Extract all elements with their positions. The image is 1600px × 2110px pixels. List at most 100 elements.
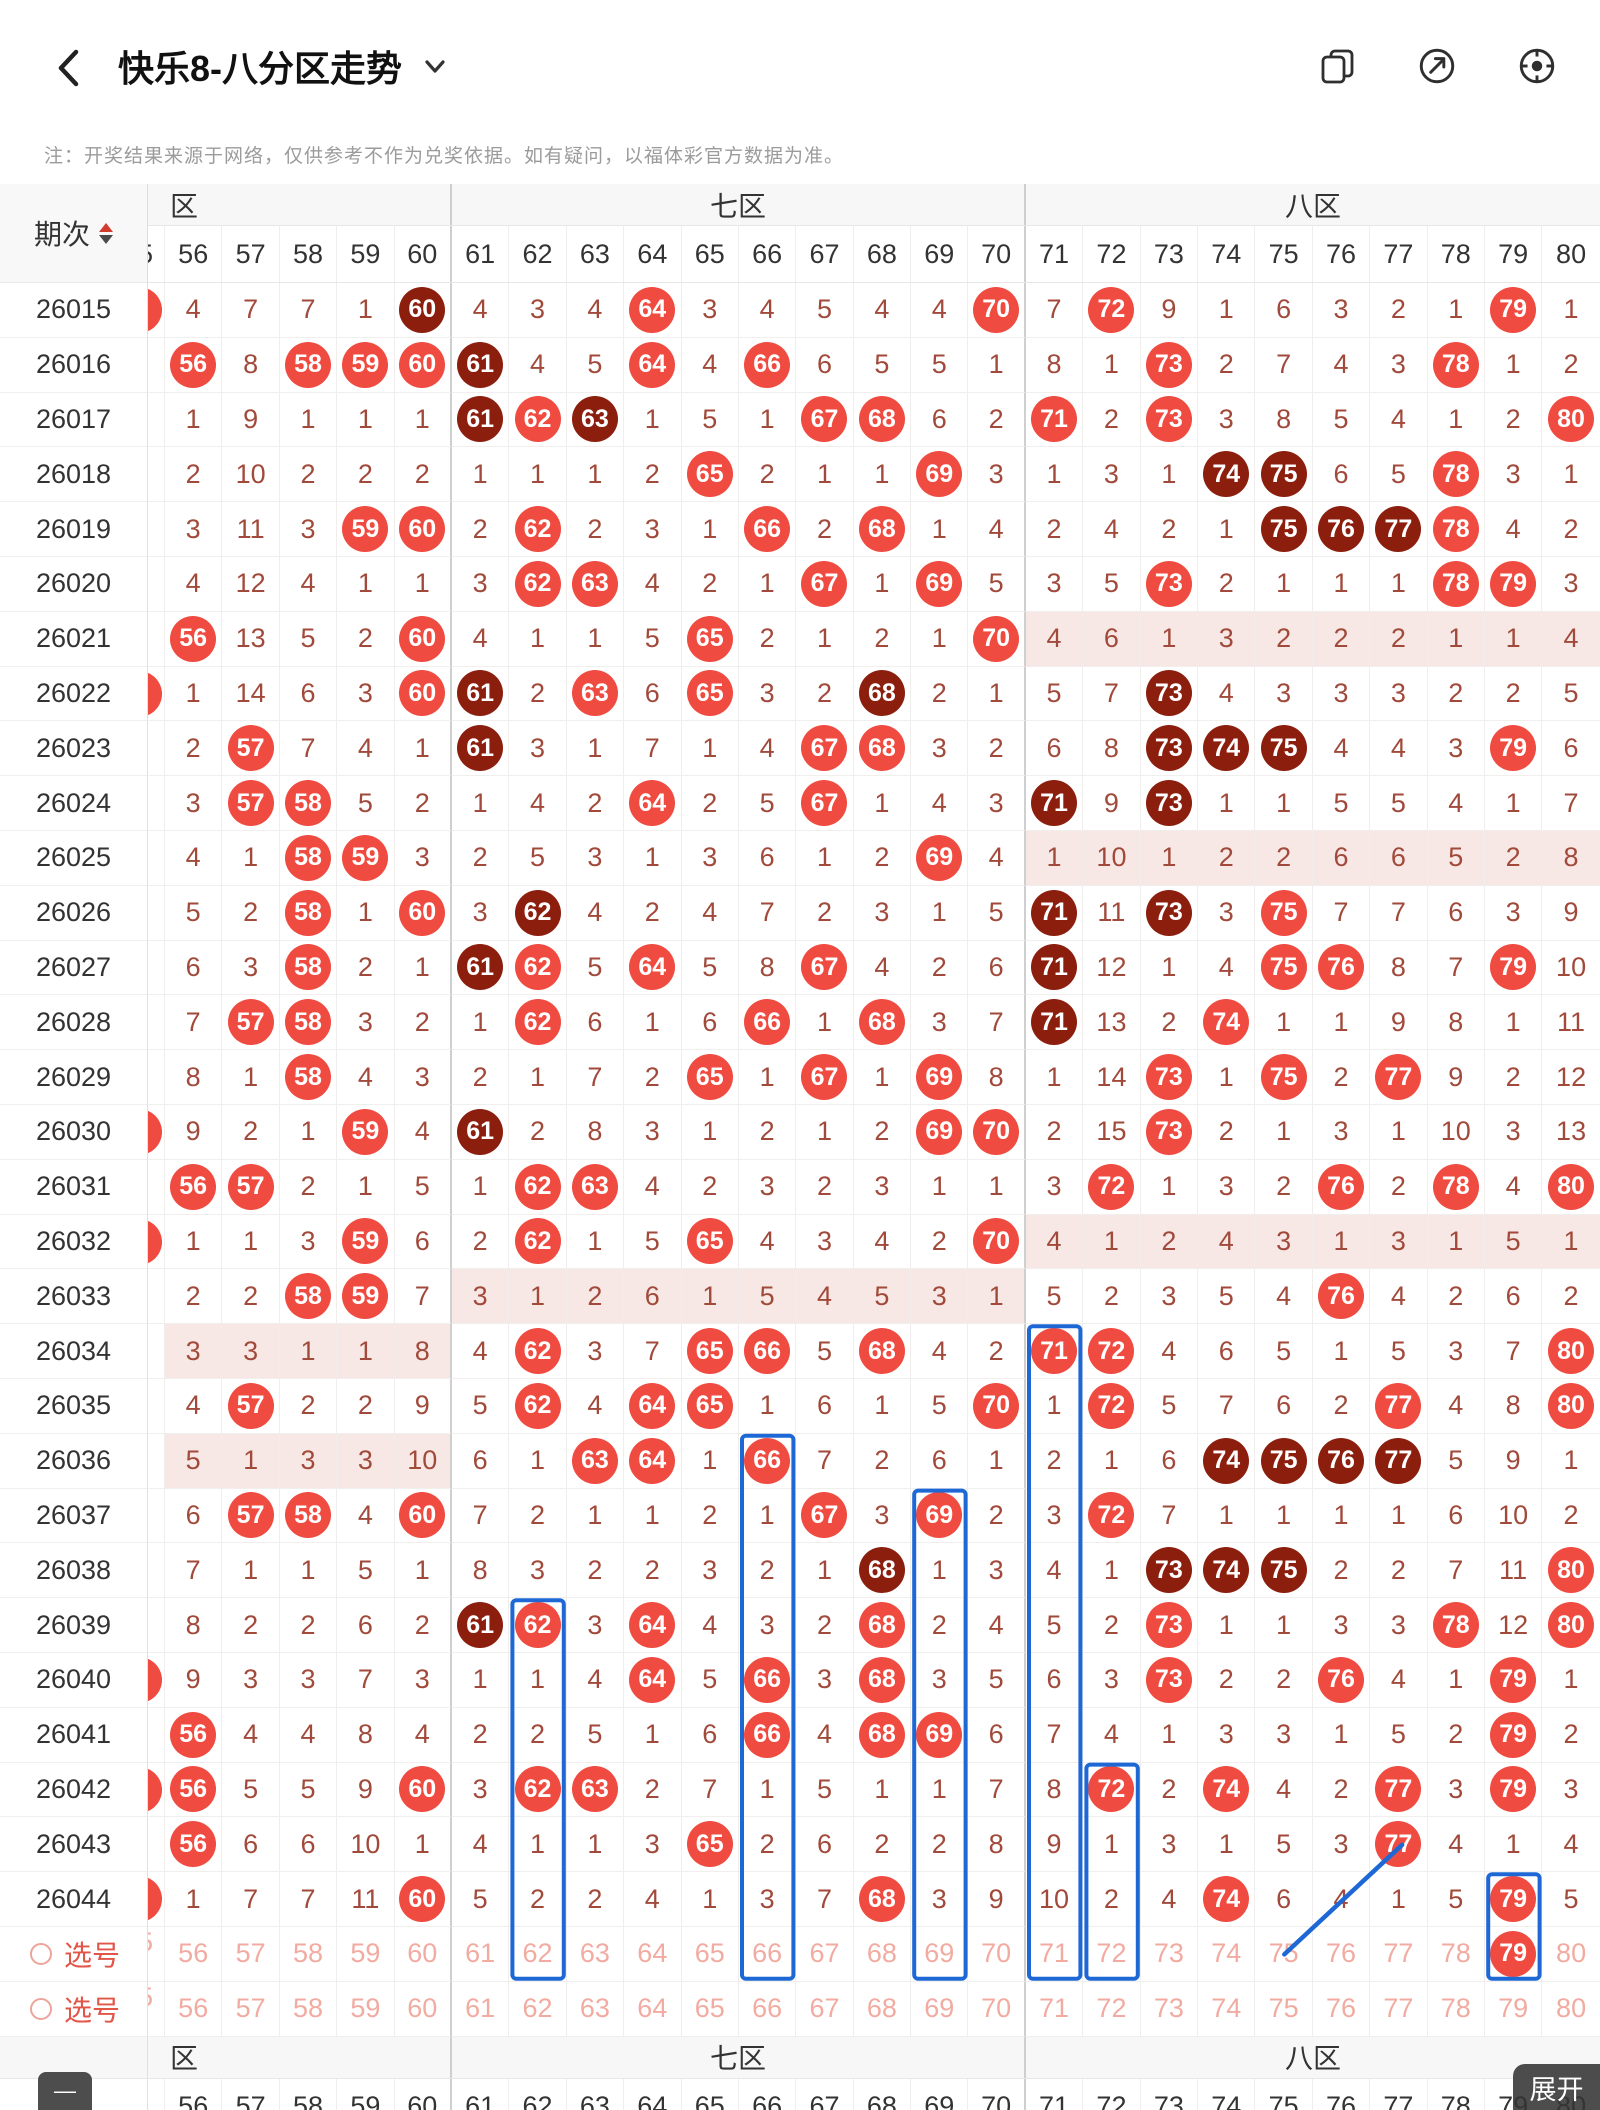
number-cell: 4 [1140,1324,1199,1379]
select-number[interactable]: 78 [1427,1981,1485,2037]
number-cell: 2 [624,1050,682,1105]
settings-icon[interactable] [1516,45,1558,87]
select-number[interactable]: 56 [165,1926,223,1982]
drawn-ball: 57 [227,1492,274,1539]
number-cell: 5 [222,1762,280,1818]
period-header[interactable]: 期次 [0,184,148,283]
back-button[interactable] [46,44,94,92]
select-number[interactable]: 60 [394,1981,452,2037]
select-number[interactable]: 80 [1542,1927,1600,1982]
radio-circle-icon[interactable] [30,1942,52,1965]
number-cell: 2 [165,1269,223,1325]
select-number[interactable]: 77 [1370,1981,1428,2037]
select-number[interactable]: 68 [853,1926,912,1982]
select-number[interactable]: 60 [394,1926,452,1982]
drawn-ball: 77 [1375,1382,1422,1429]
clipped-cell [148,1817,165,1873]
drawn-ball: 73 [1145,670,1192,717]
select-number[interactable]: 61 [451,1926,510,1982]
select-number[interactable]: 63 [566,1981,625,2037]
select-number[interactable]: 56 [165,1981,223,2037]
number-cell: 64 [624,776,682,831]
select-number[interactable]: 64 [624,1926,682,1982]
drawn-ball: 66 [744,341,791,388]
select-number[interactable]: 62 [509,1926,567,1982]
select-number[interactable]: 66 [738,1981,797,2037]
select-number[interactable]: 72 [1083,1926,1141,1982]
selection-label-cell[interactable]: 选号 [0,1926,148,1982]
card-switch-icon[interactable] [1318,46,1358,86]
number-cell: 67 [796,556,854,612]
number-cell: 4 [911,1324,969,1379]
select-number[interactable]: 69 [911,1926,969,1982]
share-icon[interactable] [1416,45,1458,87]
select-number[interactable]: 74 [1198,1926,1256,1982]
number-cell: 5 [165,885,223,941]
select-number[interactable]: 72 [1083,1981,1141,2037]
number-cell: 3 [1025,556,1084,612]
number-cell: 1 [968,1269,1026,1325]
select-number[interactable]: 58 [279,1926,338,1982]
select-number[interactable]: 70 [968,1981,1026,2037]
number-cell: 2 [1370,611,1428,667]
select-number[interactable]: 65 [681,1981,739,2037]
expand-button[interactable]: 展开 [1513,2064,1600,2110]
clipped-cell [148,1104,165,1160]
drawn-ball: 64 [629,286,676,333]
collapse-button[interactable]: — [38,2072,92,2110]
column-header: 59 [337,2078,395,2110]
select-number[interactable]: 77 [1370,1926,1428,1982]
number-cell: 63 [566,392,625,448]
select-number[interactable]: 70 [968,1926,1026,1982]
sort-icon[interactable] [99,222,113,244]
drawn-ball: 63 [571,1163,618,1210]
clipped-cell: 5 [148,1981,165,2037]
radio-circle-icon[interactable] [30,1997,52,2020]
select-number[interactable]: 79 [1484,1926,1543,1982]
number-cell: 4 [222,1707,280,1763]
select-number[interactable]: 67 [796,1926,854,1982]
select-number[interactable]: 74 [1198,1981,1256,2037]
number-cell: 5 [1140,1378,1199,1434]
select-number[interactable]: 62 [509,1981,567,2037]
select-number[interactable]: 71 [1025,1926,1084,1982]
select-number[interactable]: 75 [1255,1926,1313,1982]
number-cell: 1 [1198,1598,1256,1653]
selection-label-cell[interactable]: 选号 [0,1981,148,2037]
select-number[interactable]: 57 [222,1981,280,2037]
select-number[interactable]: 59 [337,1926,395,1982]
number-cell: 8 [1025,337,1084,393]
select-number[interactable]: 61 [451,1981,510,2037]
select-number[interactable]: 78 [1427,1926,1485,1982]
select-number[interactable]: 63 [566,1926,625,1982]
select-number[interactable]: 76 [1312,1926,1371,1982]
number-cell: 2 [279,1378,338,1434]
number-cell: 1 [337,1159,395,1215]
number-cell: 7 [1198,1378,1256,1434]
select-number[interactable]: 66 [738,1926,797,1982]
select-number[interactable]: 69 [911,1981,969,2037]
drawn-ball: 73 [1145,560,1192,607]
select-number[interactable]: 73 [1140,1926,1199,1982]
select-number[interactable]: 64 [624,1981,682,2037]
select-number[interactable]: 67 [796,1981,854,2037]
select-number[interactable]: 73 [1140,1981,1199,2037]
select-number[interactable]: 79 [1484,1981,1543,2037]
select-number[interactable]: 57 [222,1926,280,1982]
drawn-ball: 72 [1088,286,1135,333]
select-number[interactable]: 68 [853,1981,912,2037]
drawn-ball: 60 [399,670,446,717]
select-number[interactable]: 71 [1025,1981,1084,2037]
drawn-ball: 78 [1432,451,1479,498]
select-number[interactable]: 76 [1312,1981,1371,2037]
select-number[interactable]: 58 [279,1981,338,2037]
number-cell: 1 [911,1159,969,1215]
select-number[interactable]: 75 [1255,1981,1313,2037]
select-number[interactable]: 65 [681,1926,739,1982]
select-number[interactable]: 80 [1542,1982,1600,2037]
select-number[interactable]: 59 [337,1981,395,2037]
title-dropdown-icon[interactable] [422,53,448,79]
period-cell: 26027 [0,940,148,996]
number-cell: 2 [853,1433,912,1489]
number-cell: 56 [165,1762,223,1818]
